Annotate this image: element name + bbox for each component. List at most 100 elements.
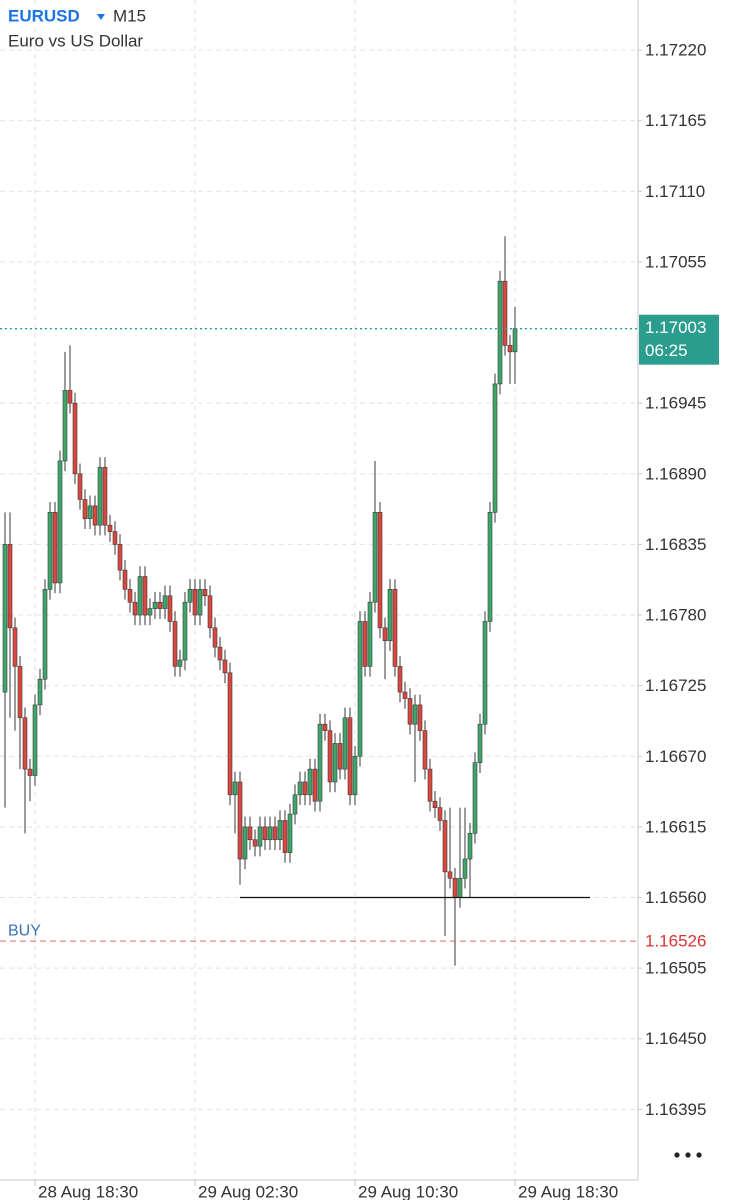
candle-body [477, 723, 483, 763]
candle-body [292, 794, 298, 815]
candle-body [107, 524, 113, 532]
candle-body [252, 839, 258, 847]
candle-body [97, 467, 103, 526]
candle-body [277, 820, 283, 841]
candle-body [392, 589, 398, 667]
candle-body [377, 512, 383, 629]
y-tick-label: 1.16670 [645, 747, 706, 766]
candle-body [512, 328, 518, 353]
candle-body [222, 659, 228, 674]
candle-body [42, 589, 48, 680]
candle-body [157, 601, 163, 609]
x-tick-label: 29 Aug 10:30 [358, 1182, 458, 1200]
candle-body [22, 717, 28, 770]
candle-body [212, 627, 218, 648]
candle-body [242, 826, 248, 860]
candle-body [247, 826, 253, 841]
candle-body [282, 820, 288, 853]
candle-body [312, 768, 318, 802]
candle-body [67, 390, 73, 404]
candle-body [447, 871, 453, 879]
current-price-label: 1.17003 [645, 318, 706, 337]
y-tick-label: 1.16945 [645, 394, 706, 413]
candle-body [432, 800, 438, 808]
candle-body [197, 589, 203, 616]
y-tick-label: 1.16615 [645, 817, 706, 836]
x-tick-label: 29 Aug 18:30 [518, 1182, 618, 1200]
candle-body [487, 512, 493, 622]
timeframe[interactable]: M15 [113, 6, 146, 25]
y-tick-label: 1.16835 [645, 535, 706, 554]
candle-body [317, 723, 323, 802]
candle-body [472, 762, 478, 834]
candle-body [177, 659, 183, 667]
y-tick-label: 1.17110 [645, 182, 705, 201]
y-tick-label: 1.16890 [645, 464, 706, 483]
candle-body [417, 704, 423, 731]
candle-body [17, 666, 23, 719]
candle-body [387, 589, 393, 642]
candle-body [367, 601, 373, 667]
candle-body [132, 601, 138, 616]
candle-body [92, 505, 98, 526]
plot: BUY [0, 236, 638, 966]
symbol-header[interactable]: EURUSD M15 [8, 6, 146, 25]
dropdown-arrow[interactable] [97, 14, 105, 20]
candle-body [102, 467, 108, 526]
menu-dot[interactable] [674, 1152, 680, 1158]
symbol-description: Euro vs US Dollar [8, 31, 143, 50]
candle-body [62, 390, 68, 462]
candle-body [422, 730, 428, 770]
candle-body [47, 512, 53, 590]
y-tick-label: 1.16725 [645, 676, 706, 695]
y-tick-label: 1.16395 [645, 1100, 706, 1119]
menu-dot[interactable] [696, 1152, 702, 1158]
candle-body [347, 717, 353, 796]
candle-body [332, 743, 338, 783]
candle-body [127, 589, 133, 603]
menu-dot[interactable] [685, 1152, 691, 1158]
candle-body [37, 678, 43, 706]
y-tick-label: 1.16780 [645, 606, 706, 625]
y-tick-label: 1.16505 [645, 959, 706, 978]
candle-body [257, 826, 263, 847]
candle-body [2, 544, 8, 693]
candle-body [482, 621, 488, 725]
candle-body [32, 704, 38, 776]
order-price-label: 1.16526 [645, 932, 706, 951]
symbol[interactable]: EURUSD [8, 6, 80, 25]
candle-body [462, 858, 468, 879]
y-tick-label: 1.16450 [645, 1029, 706, 1048]
order-label: BUY [8, 922, 41, 939]
y-tick-label: 1.17165 [645, 111, 706, 130]
candle-body [202, 589, 208, 597]
candle-body [87, 505, 93, 520]
y-tick-label: 1.17220 [645, 41, 706, 60]
candle-body [402, 691, 408, 699]
x-tick-label: 29 Aug 02:30 [198, 1182, 298, 1200]
candle-body [452, 877, 458, 898]
candle-body [357, 621, 363, 757]
candle-body [237, 781, 243, 860]
candle-body [497, 280, 503, 385]
candle-body [232, 781, 238, 796]
x-tick-label: 28 Aug 18:30 [38, 1182, 138, 1200]
candle-body [267, 826, 273, 841]
candle-body [337, 743, 343, 770]
candle-body [72, 402, 78, 475]
candle-body [112, 531, 118, 545]
candle-body [77, 473, 83, 500]
candle-body [137, 576, 143, 616]
candle-body [12, 627, 18, 667]
candle-body [162, 595, 168, 609]
candle-body [362, 621, 368, 667]
current-price-box [639, 314, 719, 365]
candle-body [307, 768, 313, 796]
candle-body [302, 781, 308, 796]
candle-body [207, 595, 213, 629]
candle-body [142, 576, 148, 616]
candle-body [192, 589, 198, 616]
candle-body [152, 601, 158, 609]
menu-button[interactable] [674, 1152, 702, 1158]
